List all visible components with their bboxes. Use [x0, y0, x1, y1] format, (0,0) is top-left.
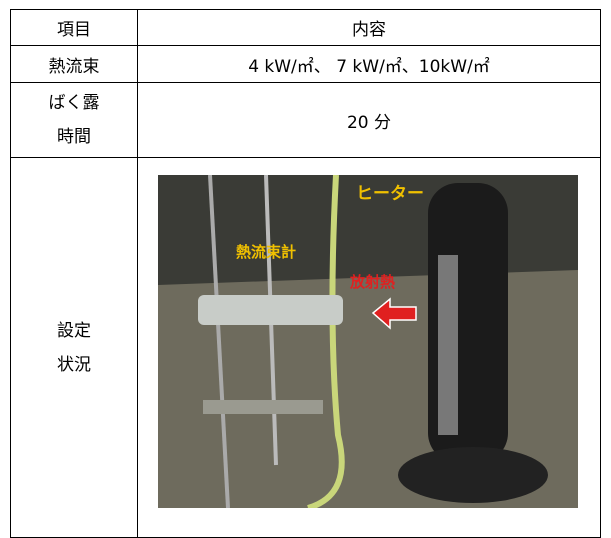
- photo-label: 放射熱: [349, 273, 395, 291]
- row-label: 熱流束: [10, 45, 138, 83]
- row-label: ばく露 時間: [10, 82, 138, 158]
- photo-cell: ヒーター 熱流束計 放射熱: [137, 157, 601, 538]
- photo-label: 熱流束計: [236, 243, 296, 261]
- heater-grille: [438, 255, 458, 435]
- page: 項目 内容 熱流束 4 kW/㎡、 7 kW/㎡、10kW/㎡ ばく露 時間 20…: [10, 9, 601, 538]
- arrow-icon: [371, 297, 417, 330]
- header-cell: 内容: [137, 9, 601, 46]
- photo: ヒーター 熱流束計 放射熱: [158, 175, 578, 508]
- row: ばく露 時間 20 分: [10, 82, 601, 158]
- cable: [307, 175, 345, 508]
- sensor-tube: [198, 295, 343, 325]
- row: 設定 状況 ヒーター 熱流束計 放射熱: [10, 157, 601, 538]
- conditions-table: 項目 内容 熱流束 4 kW/㎡、 7 kW/㎡、10kW/㎡ ばく露 時間 20…: [10, 9, 601, 538]
- row-label: 設定 状況: [10, 157, 138, 538]
- stand-base: [203, 400, 323, 414]
- header-row: 項目 内容: [10, 9, 601, 46]
- photo-label: ヒーター: [356, 184, 424, 204]
- stand-pole: [208, 175, 230, 508]
- row: 熱流束 4 kW/㎡、 7 kW/㎡、10kW/㎡: [10, 45, 601, 83]
- row-content: 4 kW/㎡、 7 kW/㎡、10kW/㎡: [137, 45, 601, 83]
- heater-base: [398, 447, 548, 503]
- header-cell: 項目: [10, 9, 138, 46]
- row-content: 20 分: [137, 82, 601, 158]
